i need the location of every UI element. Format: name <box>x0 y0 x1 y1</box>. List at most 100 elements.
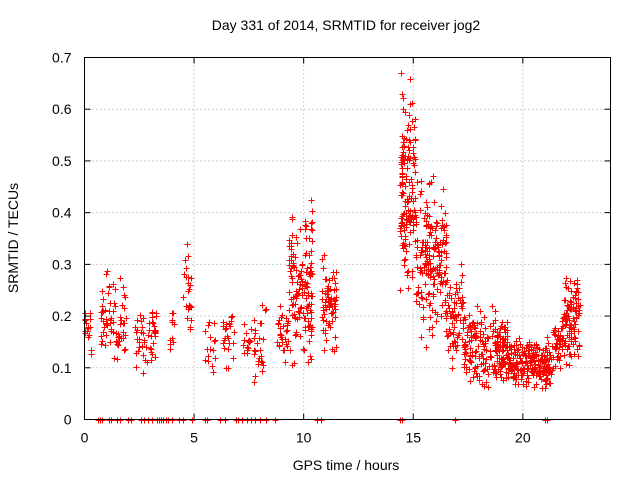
data-point <box>431 199 438 206</box>
data-point <box>429 267 436 274</box>
data-point <box>290 251 297 258</box>
data-point <box>134 317 141 324</box>
data-point <box>410 222 417 229</box>
data-point <box>133 350 140 357</box>
data-point <box>150 320 157 327</box>
data-point <box>566 351 573 358</box>
data-point <box>450 313 457 320</box>
data-point <box>559 318 566 325</box>
data-point <box>417 207 424 214</box>
data-point <box>418 188 425 195</box>
data-point <box>309 219 316 226</box>
data-point <box>407 126 414 133</box>
data-point <box>537 371 544 378</box>
data-point <box>567 298 574 305</box>
data-point <box>452 417 459 424</box>
data-point <box>402 236 409 243</box>
data-point <box>572 308 579 315</box>
data-point <box>99 288 106 295</box>
plot-frame <box>84 57 611 420</box>
data-point <box>416 301 423 308</box>
data-point <box>485 335 492 342</box>
data-point <box>151 323 158 330</box>
data-point <box>117 321 124 328</box>
data-point <box>286 289 293 296</box>
data-point <box>104 320 111 327</box>
data-point <box>557 353 564 360</box>
y-tick-label: 0.1 <box>52 360 72 376</box>
data-point <box>323 337 330 344</box>
data-point <box>128 417 135 424</box>
data-point <box>325 294 332 301</box>
data-point <box>405 285 412 292</box>
data-point <box>441 248 448 255</box>
data-point <box>438 274 445 281</box>
data-point <box>309 208 316 215</box>
data-point <box>321 252 328 259</box>
data-point <box>454 334 461 341</box>
data-point <box>406 147 413 154</box>
data-point <box>531 342 538 349</box>
data-point <box>507 344 514 351</box>
data-point <box>319 296 326 303</box>
data-point <box>443 279 450 286</box>
data-point <box>292 315 299 322</box>
data-point <box>423 344 430 351</box>
data-point <box>332 334 339 341</box>
data-point <box>561 297 568 304</box>
data-point <box>291 360 298 367</box>
data-point <box>286 307 293 314</box>
data-point <box>110 281 117 288</box>
data-point <box>430 253 437 260</box>
data-point <box>284 320 291 327</box>
data-point <box>106 308 113 315</box>
data-point <box>402 243 409 250</box>
data-point <box>252 373 259 380</box>
data-point <box>474 373 481 380</box>
data-point <box>447 284 454 291</box>
data-point <box>489 363 496 370</box>
data-point <box>220 340 227 347</box>
data-point <box>257 347 264 354</box>
data-point <box>225 346 232 353</box>
data-point <box>563 284 570 291</box>
data-point <box>520 368 527 375</box>
data-point <box>528 368 535 375</box>
data-point <box>322 330 329 337</box>
data-point <box>99 309 106 316</box>
data-point <box>517 355 524 362</box>
data-point <box>251 317 258 324</box>
data-point <box>320 304 327 311</box>
data-point <box>566 362 573 369</box>
data-point <box>408 195 415 202</box>
data-point <box>508 350 515 357</box>
data-point <box>481 314 488 321</box>
data-point <box>331 287 338 294</box>
data-point <box>188 317 195 324</box>
data-point <box>298 304 305 311</box>
data-point <box>308 293 315 300</box>
data-point <box>542 378 549 385</box>
data-point <box>471 368 478 375</box>
data-point <box>287 268 294 275</box>
data-point <box>449 308 456 315</box>
data-point <box>294 291 301 298</box>
data-point <box>279 336 286 343</box>
data-point <box>327 324 334 331</box>
data-point <box>411 162 418 169</box>
data-point <box>502 329 509 336</box>
data-point <box>410 144 417 151</box>
data-point <box>400 149 407 156</box>
data-point <box>405 207 412 214</box>
data-point <box>512 381 519 388</box>
data-point <box>86 332 93 339</box>
data-point <box>298 276 305 283</box>
data-point <box>571 280 578 287</box>
data-point <box>413 221 420 228</box>
data-point <box>289 216 296 223</box>
data-point <box>308 220 315 227</box>
data-point <box>133 364 140 371</box>
data-point <box>169 417 176 424</box>
data-point <box>529 357 536 364</box>
